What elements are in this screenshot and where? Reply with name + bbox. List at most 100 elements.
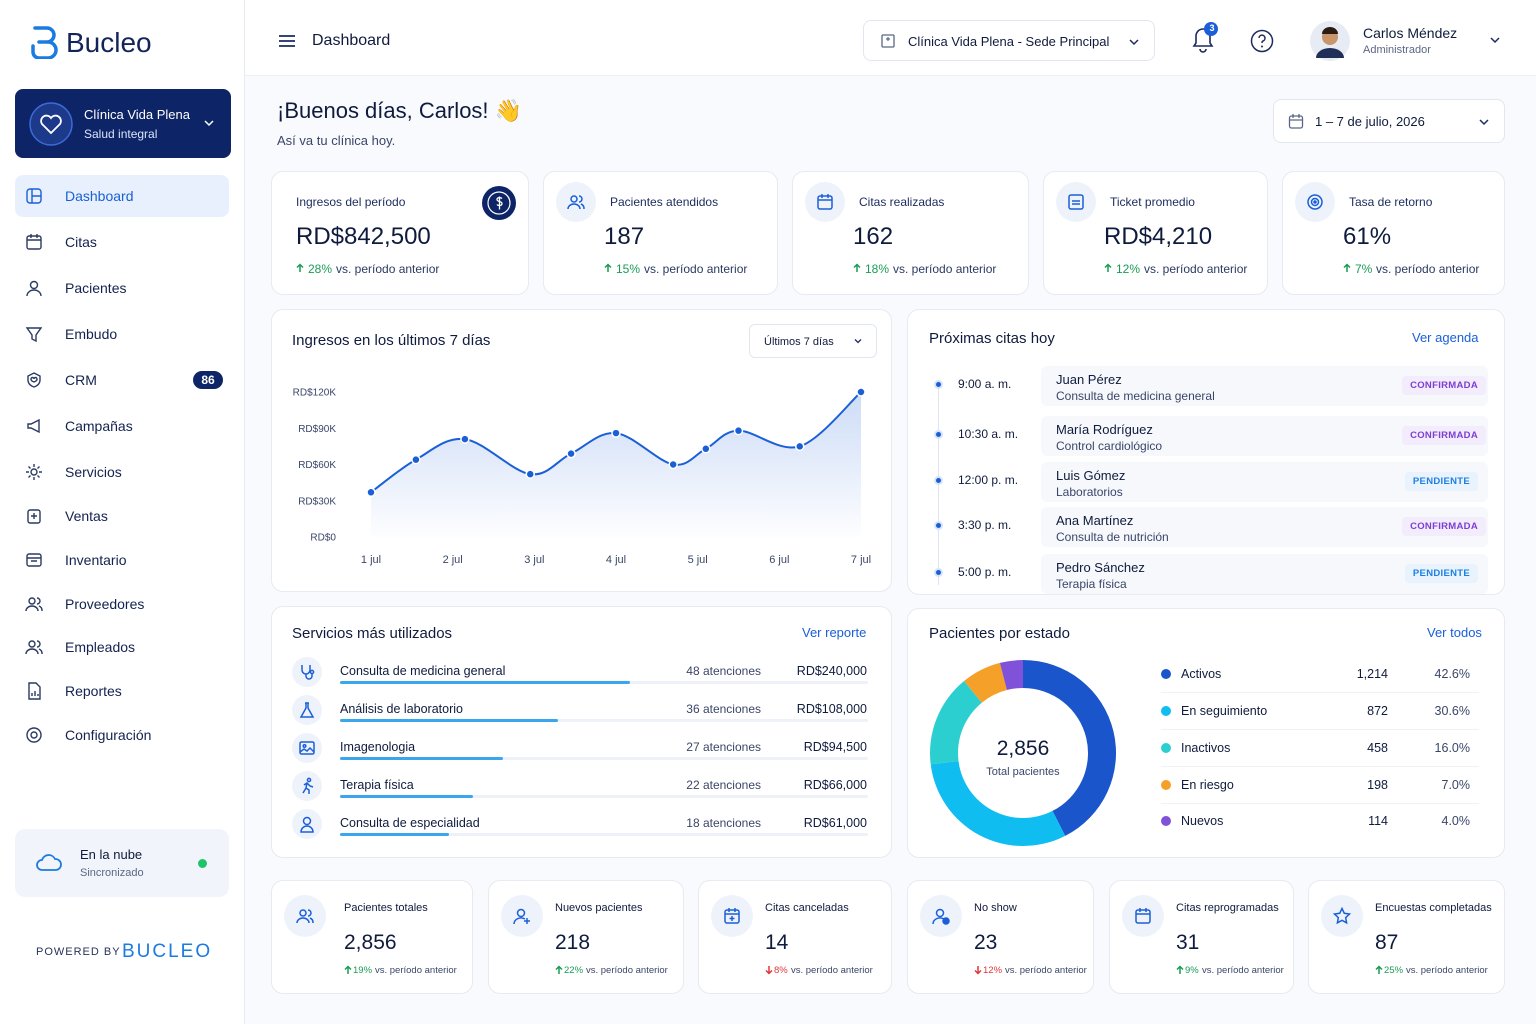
greeting-title: ¡Buenos días, Carlos! 👋	[277, 98, 523, 123]
location-select[interactable]: Clínica Vida Plena - Sede Principal	[863, 20, 1155, 61]
chevron[interactable]	[1489, 36, 1501, 44]
trend-arrow	[1176, 965, 1184, 974]
service-name: Imagenologia	[340, 740, 416, 754]
summary-label: Encuestas completadas	[1375, 902, 1492, 914]
link[interactable]: Ver agenda	[1412, 330, 1479, 345]
kpi-value: 162	[853, 223, 894, 250]
status-pill: PENDIENTE	[1404, 564, 1478, 583]
patient-name: Juan Pérez	[1056, 372, 1122, 387]
legend-label: En seguimiento	[1181, 704, 1268, 718]
kpi-change: 28%	[308, 262, 333, 276]
nav-label[interactable]: Citas	[65, 234, 97, 250]
trend-arrow	[296, 263, 304, 272]
appointment-detail: Consulta de nutrición	[1056, 530, 1169, 544]
status-pill: CONFIRMADA	[1402, 517, 1486, 536]
patient-name: Luis Gómez	[1056, 468, 1126, 483]
nav-label[interactable]: Embudo	[65, 326, 118, 342]
service-amount: RD$61,000	[803, 816, 867, 830]
bar-track	[340, 719, 868, 722]
x-tick-label: 6 jul	[769, 554, 789, 566]
avatar[interactable]	[1309, 20, 1351, 62]
point	[566, 448, 576, 459]
kpi-change: 7%	[1355, 262, 1373, 276]
patients-card: Pacientes por estado Ver todos 2,856 Tot…	[907, 608, 1505, 858]
kpi-value: 187	[604, 223, 645, 250]
trend-arrow	[604, 263, 612, 272]
legend-percent: 16.0%	[1434, 741, 1470, 755]
nav-badge: 86	[193, 371, 223, 389]
nav-label[interactable]: Ventas	[65, 508, 108, 524]
nav-label[interactable]: Reportes	[65, 683, 122, 699]
nav-label[interactable]: Dashboard	[65, 188, 134, 204]
timeline-dot	[934, 430, 943, 439]
bar	[340, 719, 558, 722]
legend-percent: 42.6%	[1434, 667, 1470, 681]
nav-label[interactable]: Servicios	[65, 464, 122, 480]
clinic-switcher[interactable]: Clínica Vida Plena Salud integral	[15, 89, 231, 158]
legend-percent: 4.0%	[1441, 814, 1471, 828]
nav-label[interactable]: Empleados	[65, 639, 136, 655]
x-tick-label: 1 jul	[361, 554, 381, 566]
cloud-icon	[36, 854, 62, 871]
nav-icon	[26, 188, 42, 204]
calendar-icon	[1288, 114, 1304, 129]
date-range[interactable]: 1 – 7 de julio, 2026	[1273, 99, 1505, 143]
divider	[1161, 766, 1479, 767]
bar-track	[340, 795, 868, 798]
legend-dot	[1161, 669, 1171, 679]
bar	[340, 795, 473, 798]
point	[856, 387, 866, 397]
legend-count: 114	[1368, 814, 1388, 828]
services-card: Servicios más utilizados Ver reporte Con…	[271, 606, 892, 858]
bar-track	[340, 757, 868, 760]
point	[795, 441, 805, 452]
legend-dot	[1161, 743, 1171, 753]
kpi-card: Ticket promedio RD$4,210 12% vs. período an…	[1043, 171, 1268, 295]
nav-label[interactable]: Proveedores	[65, 596, 145, 612]
kpi-comparison: vs. período anterior	[644, 262, 748, 276]
link[interactable]: Ver todos	[1427, 625, 1482, 640]
nav-label[interactable]: Configuración	[65, 727, 152, 743]
summary-card: Nuevos pacientes 218 22% vs. período anteri…	[488, 880, 684, 994]
service-count: 48 atenciones	[686, 664, 761, 678]
nav-label[interactable]: CRM	[65, 372, 97, 388]
nav-label[interactable]: Inventario	[65, 552, 127, 568]
divider	[1161, 692, 1479, 693]
bar-track	[340, 833, 868, 836]
service-amount: RD$66,000	[803, 778, 867, 792]
icon	[805, 182, 845, 222]
nav-label[interactable]: Campañas	[65, 418, 133, 434]
link[interactable]: Ver reporte	[802, 625, 867, 640]
logo-icon	[31, 26, 58, 59]
service-amount: RD$108,000	[796, 702, 867, 716]
legend-label: Inactivos	[1181, 741, 1231, 755]
legend-count: 1,214	[1356, 667, 1388, 681]
trend-arrow	[344, 965, 352, 974]
legend-count: 872	[1367, 704, 1388, 718]
summary-change: 9%	[1185, 965, 1199, 976]
range-select[interactable]: Últimos 7 días	[749, 324, 877, 358]
time: 3:30 p. m.	[958, 518, 1012, 532]
status-pill: PENDIENTE	[1404, 472, 1478, 491]
trend-arrow	[1343, 263, 1351, 272]
nav-label[interactable]: Pacientes	[65, 280, 127, 296]
icon	[711, 895, 753, 937]
appointment-detail: Terapia física	[1056, 577, 1127, 591]
icon	[1056, 182, 1096, 222]
service-count: 22 atenciones	[686, 778, 761, 792]
trend-arrow	[1104, 263, 1112, 272]
menu-icon[interactable]	[278, 34, 296, 48]
bar	[340, 757, 504, 760]
kpi-card: Ingresos del período RD$842,500 28% vs. per…	[271, 171, 529, 295]
kpi-change: 12%	[1116, 262, 1141, 276]
point	[525, 469, 535, 479]
bar	[340, 833, 449, 836]
patient-name: Pedro Sánchez	[1056, 560, 1145, 575]
help-icon[interactable]	[1250, 29, 1274, 53]
x-tick-label: 3 jul	[524, 554, 544, 566]
bell-icon[interactable]	[1189, 20, 1219, 54]
legend-percent: 7.0%	[1441, 778, 1471, 792]
y-tick-label: RD$0	[310, 533, 336, 544]
kpi-comparison: vs. período anterior	[893, 262, 997, 276]
